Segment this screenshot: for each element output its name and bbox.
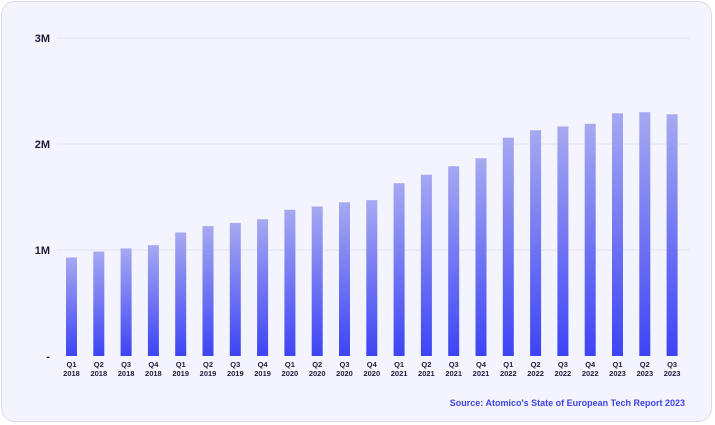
bar (666, 114, 678, 356)
x-tick-quarter: Q2 (531, 360, 541, 369)
x-tick-quarter: Q2 (203, 360, 213, 369)
x-tick-quarter: Q1 (176, 360, 186, 369)
x-tick-year: 2020 (336, 369, 353, 378)
x-axis-tick-labels: Q12018Q22018Q32018Q42018Q12019Q22019Q320… (63, 360, 680, 378)
bar (612, 113, 623, 356)
x-tick-year: 2018 (118, 369, 135, 378)
bar (257, 219, 269, 356)
bar (448, 166, 460, 356)
x-tick-year: 2018 (63, 369, 80, 378)
y-axis-tick-labels: - 1M 2M 3M (35, 33, 51, 363)
x-tick-quarter: Q1 (394, 360, 404, 369)
x-tick-year: 2022 (500, 369, 517, 378)
bar (393, 183, 405, 356)
y-tick-label: 1M (35, 245, 50, 257)
x-tick-year: 2021 (418, 369, 435, 378)
bar (420, 174, 432, 356)
x-tick-year: 2023 (609, 369, 626, 378)
bar (93, 251, 105, 356)
x-tick-year: 2022 (527, 369, 544, 378)
x-tick-quarter: Q2 (312, 360, 322, 369)
x-tick-year: 2021 (473, 369, 490, 378)
bar (557, 126, 569, 356)
x-tick-year: 2020 (282, 369, 299, 378)
x-tick-quarter: Q1 (612, 360, 622, 369)
x-tick-year: 2023 (664, 369, 681, 378)
bar (120, 248, 132, 356)
x-tick-quarter: Q4 (476, 360, 487, 369)
x-tick-quarter: Q1 (285, 360, 295, 369)
bar (530, 130, 542, 356)
x-tick-quarter: Q2 (421, 360, 431, 369)
bar (202, 226, 214, 356)
x-tick-quarter: Q2 (94, 360, 104, 369)
x-tick-year: 2019 (200, 369, 217, 378)
x-tick-quarter: Q4 (367, 360, 378, 369)
bar (639, 112, 651, 356)
y-tick-label: - (46, 351, 50, 363)
x-tick-quarter: Q4 (148, 360, 159, 369)
x-tick-year: 2022 (582, 369, 599, 378)
x-tick-quarter: Q3 (667, 360, 677, 369)
y-tick-label: 2M (35, 139, 50, 151)
x-tick-quarter: Q1 (66, 360, 76, 369)
y-tick-label: 3M (35, 33, 50, 45)
bar (229, 222, 241, 356)
x-tick-quarter: Q3 (558, 360, 568, 369)
bar (502, 137, 514, 356)
x-tick-year: 2018 (145, 369, 162, 378)
bar (175, 232, 187, 356)
bar (584, 123, 596, 356)
x-tick-year: 2018 (90, 369, 107, 378)
x-tick-quarter: Q3 (121, 360, 131, 369)
x-tick-quarter: Q2 (640, 360, 650, 369)
x-tick-year: 2022 (555, 369, 572, 378)
bar (311, 206, 323, 356)
x-tick-quarter: Q3 (230, 360, 240, 369)
bar (366, 200, 378, 356)
x-tick-year: 2019 (172, 369, 189, 378)
x-tick-year: 2020 (363, 369, 380, 378)
x-tick-year: 2021 (391, 369, 408, 378)
x-tick-year: 2019 (254, 369, 271, 378)
bar (284, 209, 296, 356)
x-tick-year: 2020 (309, 369, 326, 378)
x-tick-year: 2019 (227, 369, 244, 378)
x-tick-quarter: Q4 (585, 360, 596, 369)
x-tick-quarter: Q3 (449, 360, 459, 369)
x-tick-year: 2021 (445, 369, 462, 378)
source-note: Source: Atomico's State of European Tech… (449, 398, 685, 408)
x-tick-quarter: Q1 (503, 360, 513, 369)
x-tick-quarter: Q4 (258, 360, 269, 369)
bar (147, 245, 159, 356)
bar (66, 257, 77, 356)
x-tick-quarter: Q3 (339, 360, 349, 369)
x-tick-year: 2023 (636, 369, 653, 378)
bar (339, 202, 350, 356)
bars (66, 112, 678, 356)
bar (475, 158, 487, 356)
